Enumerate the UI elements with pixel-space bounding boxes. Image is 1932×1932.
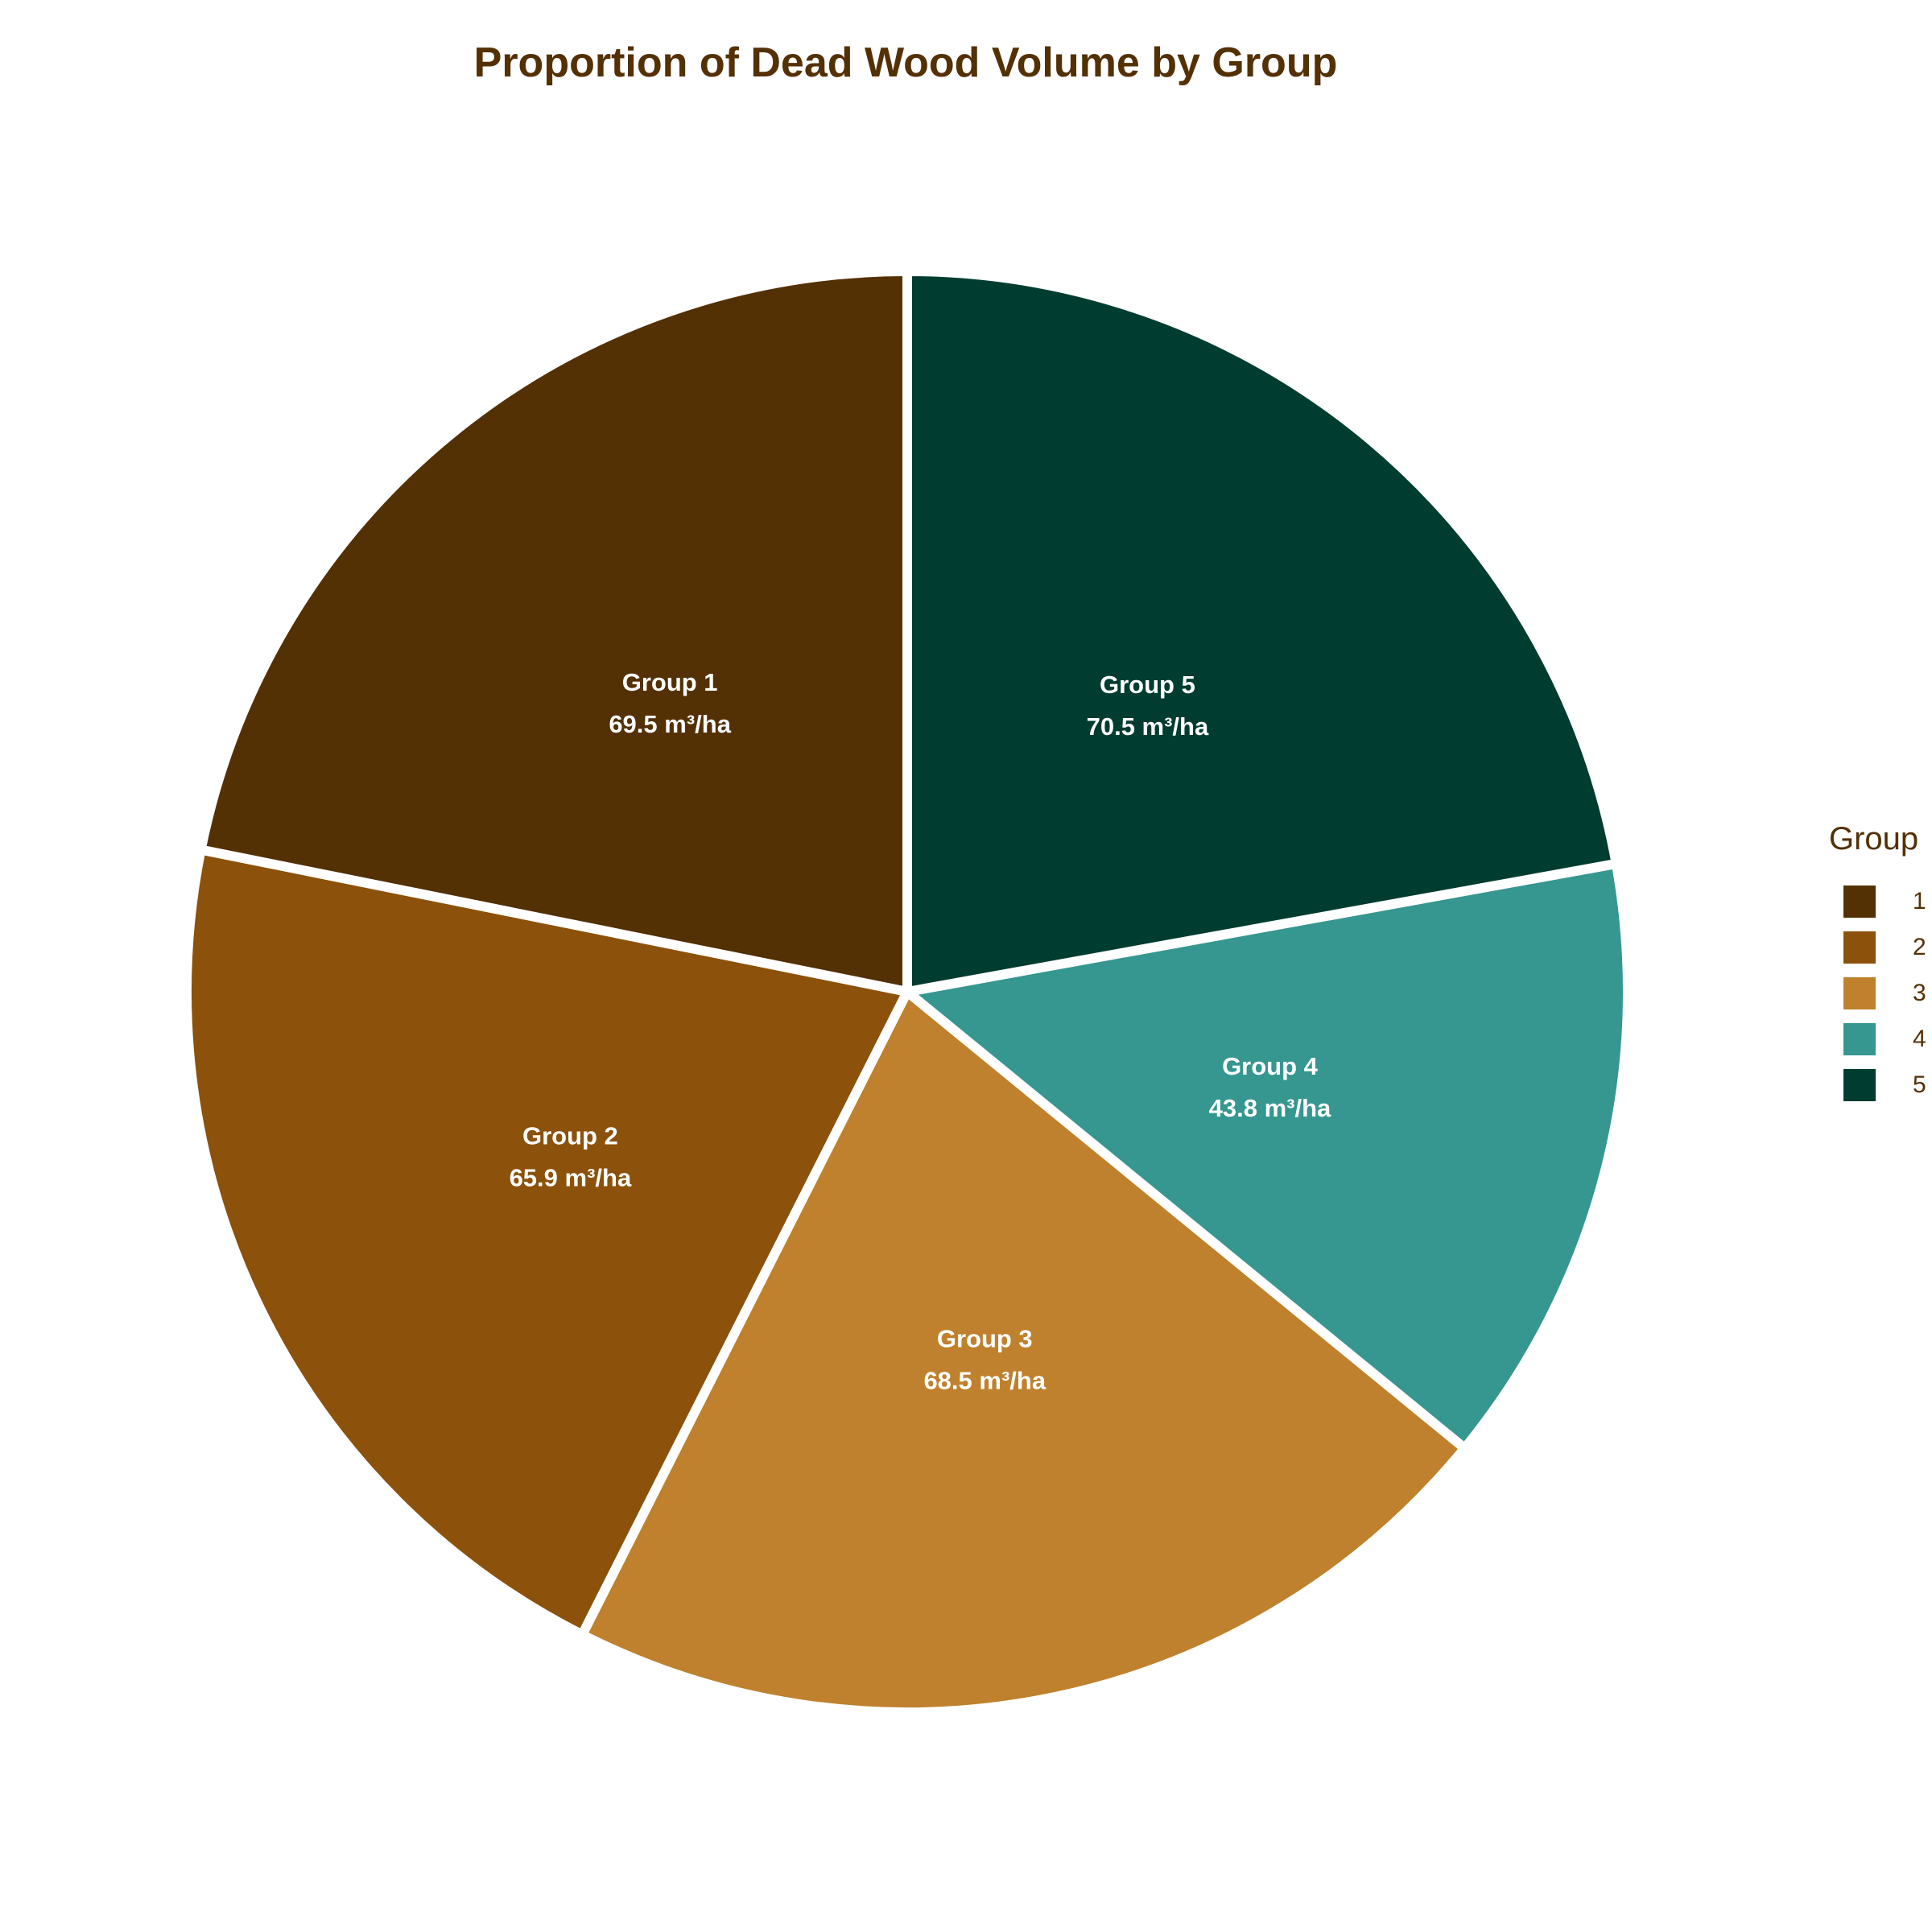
legend-swatch — [1843, 1022, 1876, 1055]
slice-label-group-5: Group 5 — [1100, 671, 1195, 699]
legend-swatch — [1843, 976, 1876, 1009]
legend-item-2: 2 — [1829, 924, 1926, 970]
chart-title: Proportion of Dead Wood Volume by Group — [473, 39, 1338, 86]
pie-slice-group-4 — [902, 858, 1633, 1454]
pie-chart: Group 1 69.5 m³/ha Group 2 65.9 m³/ha Group … — [182, 266, 1633, 1717]
legend-item-1: 1 — [1829, 878, 1926, 924]
legend-swatch — [1843, 931, 1876, 964]
legend-item-4: 4 — [1829, 1016, 1926, 1062]
pie-slice-group-3 — [577, 987, 1470, 1717]
legend-label: 4 — [1913, 1025, 1926, 1052]
legend-title: Group — [1829, 821, 1919, 857]
legend-label: 1 — [1913, 887, 1926, 914]
legend-items: 1 2 3 4 5 — [1829, 878, 1926, 1108]
legend-label: 2 — [1913, 933, 1926, 960]
legend-label: 3 — [1913, 979, 1926, 1006]
legend-swatch — [1843, 885, 1876, 918]
slice-label-group-4: Group 4 — [1222, 1052, 1319, 1080]
slice-value-group-4: 43.8 m³/ha — [1209, 1094, 1331, 1122]
legend-swatch — [1843, 1068, 1876, 1101]
slice-label-group-1: Group 1 — [622, 668, 718, 696]
legend: Group 1 2 3 4 5 — [1829, 821, 1926, 1108]
legend-item-3: 3 — [1829, 970, 1926, 1016]
slice-value-group-3: 68.5 m³/ha — [923, 1366, 1046, 1394]
slice-value-group-1: 69.5 m³/ha — [609, 710, 731, 738]
slice-value-group-5: 70.5 m³/ha — [1087, 712, 1209, 741]
legend-label: 5 — [1913, 1071, 1926, 1098]
legend-item-5: 5 — [1829, 1062, 1926, 1108]
slice-value-group-2: 65.9 m³/ha — [510, 1163, 632, 1191]
slice-label-group-3: Group 3 — [937, 1324, 1033, 1352]
pie-slice-group-5 — [902, 266, 1621, 997]
pie-slice-group-2 — [182, 844, 912, 1640]
slice-label-group-2: Group 2 — [522, 1121, 618, 1150]
pie-slice-group-1 — [196, 266, 912, 997]
